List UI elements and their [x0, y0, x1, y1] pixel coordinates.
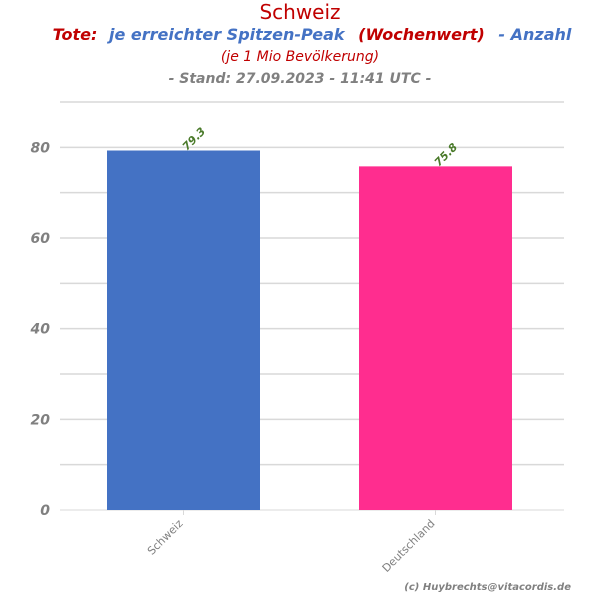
subtitle-part-wochenwert: (Wochenwert) [358, 25, 485, 44]
chart-subtitle-population: (je 1 Mio Bevölkerung) [221, 49, 379, 65]
data-label: 75.8 [432, 140, 461, 169]
y-tick-label: 60 [31, 231, 51, 247]
bar-deutschland [359, 166, 512, 510]
x-tick-label: Schweiz [145, 517, 186, 558]
y-axis-ticks: 0 20 40 60 80 [30, 140, 51, 519]
bar-schweiz [107, 150, 260, 511]
subtitle-part-peak: je erreichter Spitzen-Peak [106, 25, 346, 44]
copyright-credit: (c) Huybrechts@vitacordis.de [404, 582, 571, 593]
y-tick-label: 80 [31, 140, 51, 156]
chart-title: Schweiz [259, 0, 340, 24]
x-axis-ticks: Schweiz Deutschland [145, 510, 438, 575]
subtitle-part-tote: Tote: [53, 25, 98, 44]
bars [107, 150, 512, 511]
subtitle-part-anzahl: - Anzahl [498, 25, 571, 44]
y-tick-label: 20 [31, 412, 51, 428]
y-tick-label: 40 [30, 322, 51, 338]
data-label: 79.3 [180, 125, 209, 154]
chart-subtitle: Tote: je erreichter Spitzen-Peak (Wochen… [53, 25, 572, 44]
x-tick-label: Deutschland [380, 517, 438, 575]
chart-subtitle-date: - Stand: 27.09.2023 - 11:41 UTC - [169, 71, 432, 87]
y-tick-label: 0 [40, 503, 50, 519]
